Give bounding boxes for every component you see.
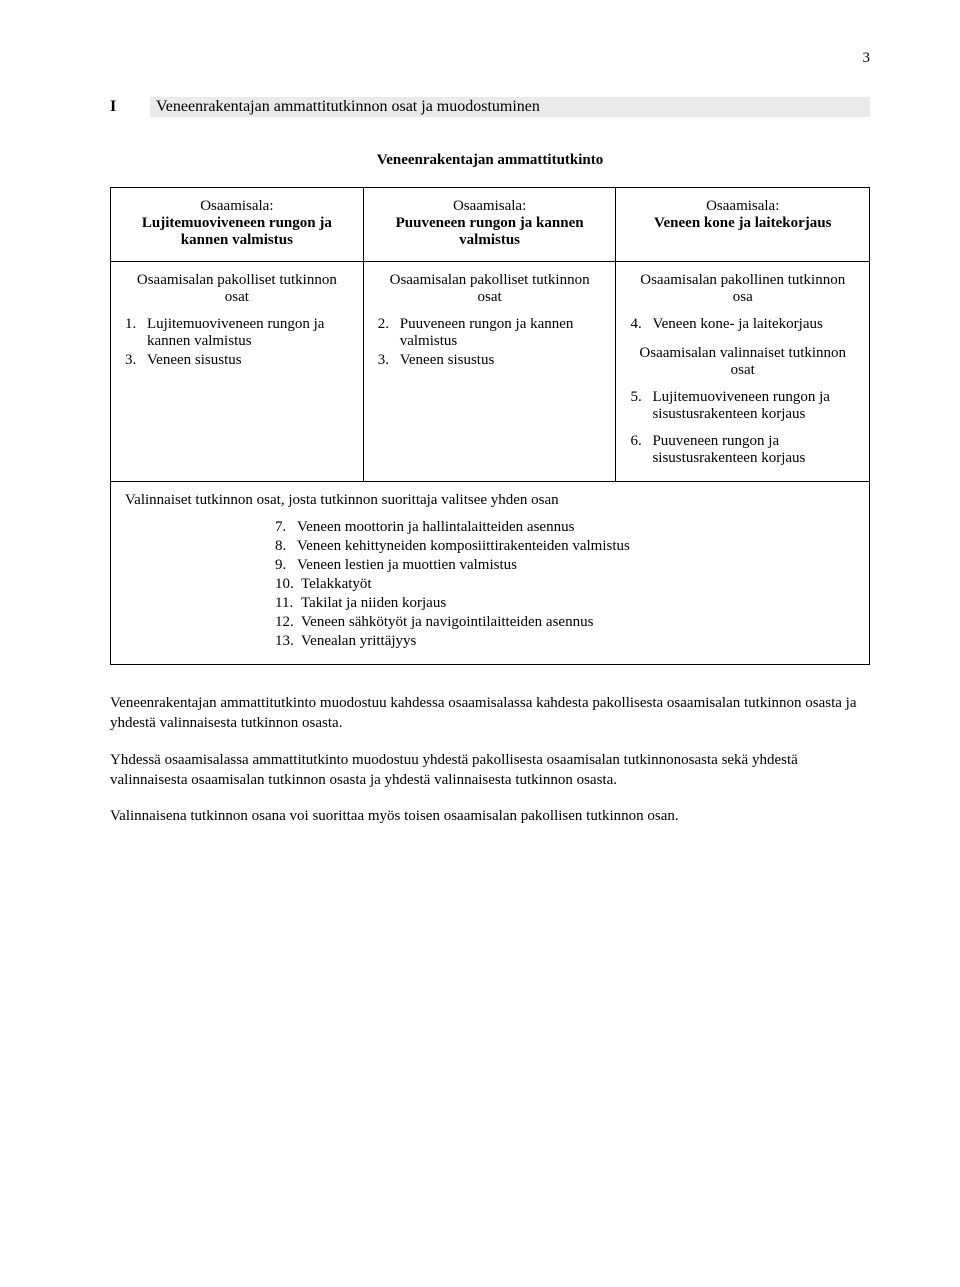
list-item: 6. Puuveneen rungon ja sisustusrakenteen… bbox=[630, 433, 855, 467]
item-number: 8. bbox=[275, 538, 297, 555]
osaamisala-name: Veneen kone ja laitekorjaus bbox=[630, 215, 855, 232]
table-row: Osaamisalan pakolliset tutkinnon osat 1.… bbox=[111, 262, 870, 482]
optional-heading: Osaamisalan valinnaiset tutkinnon osat bbox=[630, 345, 855, 379]
list-item: 12.Veneen sähkötyöt ja navigointilaittei… bbox=[275, 614, 855, 631]
table-row: Valinnaiset tutkinnon osat, josta tutkin… bbox=[111, 482, 870, 665]
page-number: 3 bbox=[110, 50, 870, 67]
item-number: 2. bbox=[378, 316, 400, 350]
item-number: 4. bbox=[630, 316, 652, 333]
item-text: Veneen moottorin ja hallintalaitteiden a… bbox=[297, 519, 855, 536]
item-number: 7. bbox=[275, 519, 297, 536]
item-text: Takilat ja niiden korjaus bbox=[301, 595, 855, 612]
item-text: Lujitemuoviveneen rungon ja sisustusrake… bbox=[652, 389, 855, 423]
column-header-2: Osaamisala: Puuveneen rungon ja kannen v… bbox=[363, 188, 616, 262]
body-paragraph: Valinnaisena tutkinnon osana voi suoritt… bbox=[110, 806, 870, 826]
list-item: 8.Veneen kehittyneiden komposiittirakent… bbox=[275, 538, 855, 555]
list-item: 3. Veneen sisustus bbox=[378, 352, 602, 369]
list-item: 10.Telakkatyöt bbox=[275, 576, 855, 593]
mandatory-list-2: 2. Puuveneen rungon ja kannen valmistus … bbox=[378, 316, 602, 369]
item-number: 10. bbox=[275, 576, 301, 593]
list-item: 4. Veneen kone- ja laitekorjaus bbox=[630, 316, 855, 333]
mandatory-list-3b: 5. Lujitemuoviveneen rungon ja sisustusr… bbox=[630, 389, 855, 467]
item-number: 6. bbox=[630, 433, 652, 467]
item-text: Telakkatyöt bbox=[301, 576, 855, 593]
mandatory-heading: Osaamisalan pakollinen tutkinnon osa bbox=[630, 272, 855, 306]
item-text: Puuveneen rungon ja kannen valmistus bbox=[400, 316, 602, 350]
osaamisala-name: Puuveneen rungon ja kannen valmistus bbox=[378, 215, 602, 249]
column-header-1: Osaamisala: Lujitemuoviveneen rungon ja … bbox=[111, 188, 364, 262]
document-page: 3 I Veneenrakentajan ammattitutkinnon os… bbox=[0, 0, 960, 882]
item-text: Veneen kone- ja laitekorjaus bbox=[652, 316, 855, 333]
list-item: 13.Venealan yrittäjyys bbox=[275, 633, 855, 650]
list-item: 5. Lujitemuoviveneen rungon ja sisustusr… bbox=[630, 389, 855, 423]
item-number: 5. bbox=[630, 389, 652, 423]
list-item: 1. Lujitemuoviveneen rungon ja kannen va… bbox=[125, 316, 349, 350]
item-text: Veneen sisustus bbox=[147, 352, 349, 369]
item-number: 13. bbox=[275, 633, 301, 650]
osaamisala-label: Osaamisala: bbox=[125, 198, 349, 215]
osaamisala-label: Osaamisala: bbox=[630, 198, 855, 215]
item-number: 3. bbox=[125, 352, 147, 369]
item-text: Veneen kehittyneiden komposiittirakentei… bbox=[297, 538, 855, 555]
item-number: 9. bbox=[275, 557, 297, 574]
body-paragraph: Yhdessä osaamisalassa ammattitutkinto mu… bbox=[110, 750, 870, 791]
mandatory-list-3a: 4. Veneen kone- ja laitekorjaus bbox=[630, 316, 855, 333]
spacer bbox=[630, 335, 855, 345]
mandatory-heading: Osaamisalan pakolliset tutkinnon osat bbox=[125, 272, 349, 306]
list-item: 7.Veneen moottorin ja hallintalaitteiden… bbox=[275, 519, 855, 536]
item-number: 3. bbox=[378, 352, 400, 369]
item-text: Venealan yrittäjyys bbox=[301, 633, 855, 650]
osaamisala-name: Lujitemuoviveneen rungon ja kannen valmi… bbox=[125, 215, 349, 249]
section-title-text: Veneenrakentajan ammattitutkinnon osat j… bbox=[150, 97, 870, 117]
document-subtitle: Veneenrakentajan ammattitutkinto bbox=[110, 152, 870, 169]
item-number: 11. bbox=[275, 595, 301, 612]
column-header-3: Osaamisala: Veneen kone ja laitekorjaus bbox=[616, 188, 870, 262]
electives-heading: Valinnaiset tutkinnon osat, josta tutkin… bbox=[125, 492, 855, 519]
item-text: Veneen sisustus bbox=[400, 352, 602, 369]
list-item: 11.Takilat ja niiden korjaus bbox=[275, 595, 855, 612]
body-paragraph: Veneenrakentajan ammattitutkinto muodost… bbox=[110, 693, 870, 734]
section-number: I bbox=[110, 98, 150, 116]
table-row: Osaamisala: Lujitemuoviveneen rungon ja … bbox=[111, 188, 870, 262]
mandatory-heading: Osaamisalan pakolliset tutkinnon osat bbox=[378, 272, 602, 306]
item-text: Veneen lestien ja muottien valmistus bbox=[297, 557, 855, 574]
item-text: Puuveneen rungon ja sisustusrakenteen ko… bbox=[652, 433, 855, 467]
electives-cell: Valinnaiset tutkinnon osat, josta tutkin… bbox=[111, 482, 870, 665]
item-number: 1. bbox=[125, 316, 147, 350]
mandatory-cell-1: Osaamisalan pakolliset tutkinnon osat 1.… bbox=[111, 262, 364, 482]
mandatory-list-1: 1. Lujitemuoviveneen rungon ja kannen va… bbox=[125, 316, 349, 369]
item-text: Veneen sähkötyöt ja navigointilaitteiden… bbox=[301, 614, 855, 631]
osaamisala-label: Osaamisala: bbox=[378, 198, 602, 215]
list-item: 3. Veneen sisustus bbox=[125, 352, 349, 369]
mandatory-cell-2: Osaamisalan pakolliset tutkinnon osat 2.… bbox=[363, 262, 616, 482]
item-text: Lujitemuoviveneen rungon ja kannen valmi… bbox=[147, 316, 349, 350]
mandatory-cell-3: Osaamisalan pakollinen tutkinnon osa 4. … bbox=[616, 262, 870, 482]
qualification-table: Osaamisala: Lujitemuoviveneen rungon ja … bbox=[110, 187, 870, 665]
list-item: 9.Veneen lestien ja muottien valmistus bbox=[275, 557, 855, 574]
item-number: 12. bbox=[275, 614, 301, 631]
electives-list: 7.Veneen moottorin ja hallintalaitteiden… bbox=[125, 519, 855, 650]
section-heading: I Veneenrakentajan ammattitutkinnon osat… bbox=[110, 97, 870, 117]
list-item: 2. Puuveneen rungon ja kannen valmistus bbox=[378, 316, 602, 350]
